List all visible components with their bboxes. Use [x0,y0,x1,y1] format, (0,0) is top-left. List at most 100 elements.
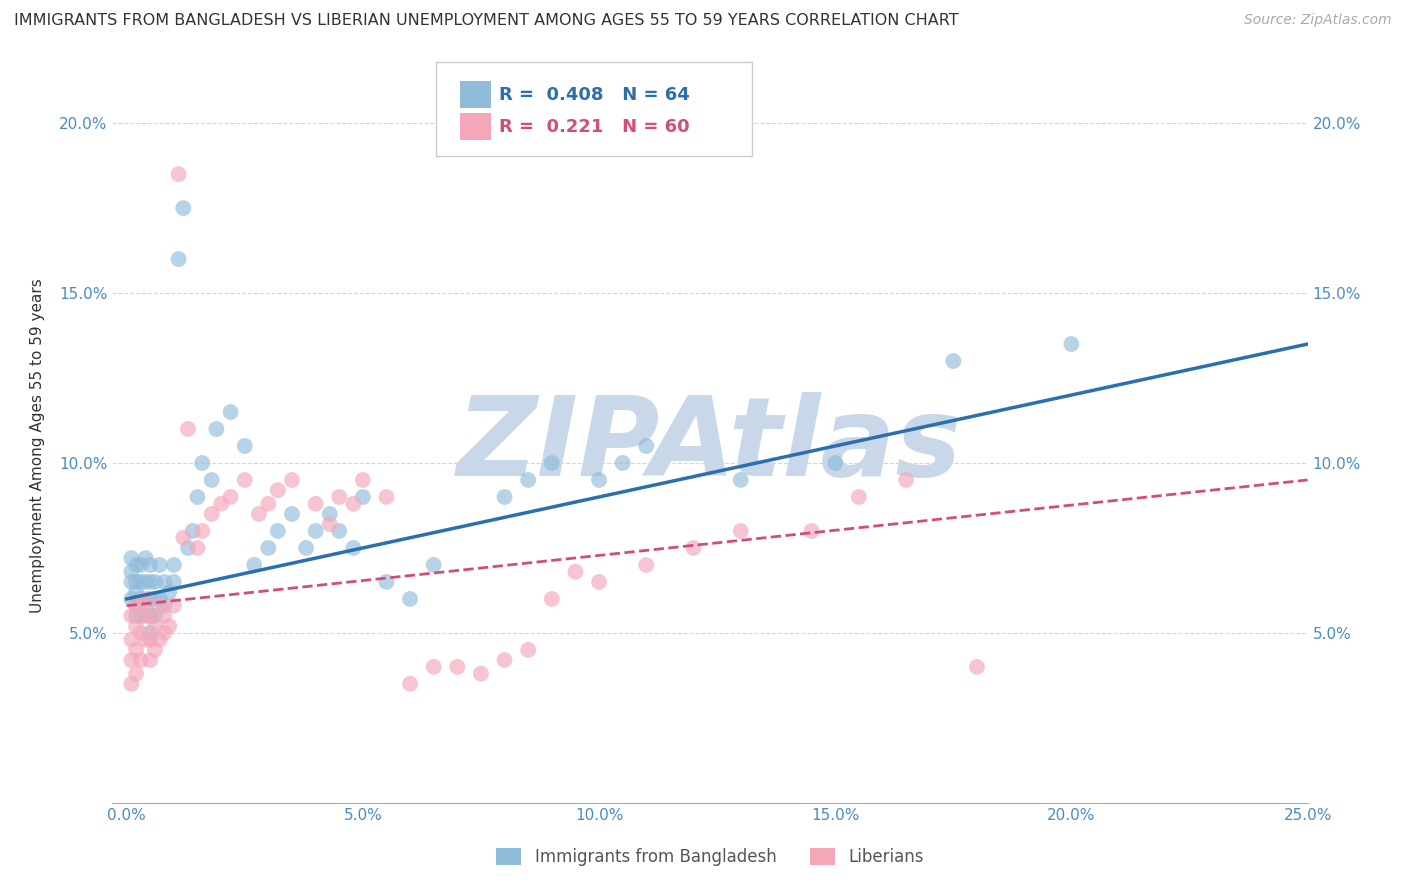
Point [205,422,228,436]
Point [848,490,870,504]
Point [120,565,142,579]
Point [636,439,658,453]
Point [375,490,398,504]
Point [143,591,166,606]
Point [172,531,194,545]
Point [682,541,704,555]
Point [143,619,166,633]
Point [267,524,290,538]
Point [399,677,422,691]
Point [129,599,152,613]
Point [120,653,142,667]
Point [267,483,290,498]
Point [219,490,242,504]
Point [120,608,142,623]
Point [167,167,190,181]
Point [730,473,752,487]
Point [135,551,157,566]
Point [281,473,304,487]
Point [135,608,157,623]
Text: ZIPAtlas: ZIPAtlas [457,392,963,500]
Point [494,653,516,667]
Point [588,473,610,487]
Point [612,456,634,470]
Point [125,599,148,613]
Point [139,608,162,623]
Point [157,619,180,633]
Point [120,632,142,647]
Point [125,619,148,633]
Point [125,585,148,599]
Point [201,507,224,521]
Point [139,626,162,640]
Point [1060,337,1083,351]
Point [120,551,142,566]
Point [135,632,157,647]
Point [319,507,342,521]
Point [295,541,318,555]
Point [125,643,148,657]
Point [139,574,162,589]
Y-axis label: Unemployment Among Ages 55 to 59 years: Unemployment Among Ages 55 to 59 years [31,278,45,614]
Point [157,585,180,599]
Point [135,599,157,613]
Point [153,599,176,613]
Point [129,574,152,589]
Point [139,653,162,667]
Text: R =  0.221   N = 60: R = 0.221 N = 60 [499,118,690,136]
Point [824,456,846,470]
Point [120,574,142,589]
Point [540,456,562,470]
Point [135,574,157,589]
Point [800,524,823,538]
Point [399,591,422,606]
Point [328,524,350,538]
Point [257,497,280,511]
Point [149,558,172,572]
Point [129,558,152,572]
Point [125,608,148,623]
Point [446,660,468,674]
Point [342,541,364,555]
Point [139,632,162,647]
Point [304,524,326,538]
Point [352,490,374,504]
Point [139,558,162,572]
Point [143,574,166,589]
Point [319,517,342,532]
Point [129,626,152,640]
Point [177,541,200,555]
Point [233,473,256,487]
Point [281,507,304,521]
Point [375,574,398,589]
Point [540,591,562,606]
Point [470,666,492,681]
Point [966,660,988,674]
Point [129,653,152,667]
Point [143,643,166,657]
Point [494,490,516,504]
Point [243,558,266,572]
Point [125,558,148,572]
Point [120,591,142,606]
Point [201,473,224,487]
Point [517,473,540,487]
Point [163,599,186,613]
Point [328,490,350,504]
Point [120,677,142,691]
Point [247,507,270,521]
Point [129,591,152,606]
Point [730,524,752,538]
Point [149,632,172,647]
Point [257,541,280,555]
Text: IMMIGRANTS FROM BANGLADESH VS LIBERIAN UNEMPLOYMENT AMONG AGES 55 TO 59 YEARS CO: IMMIGRANTS FROM BANGLADESH VS LIBERIAN U… [14,13,959,29]
Point [153,626,176,640]
Point [181,524,204,538]
Point [139,591,162,606]
Point [233,439,256,453]
Point [191,456,214,470]
Point [153,574,176,589]
Text: Source: ZipAtlas.com: Source: ZipAtlas.com [1244,13,1392,28]
Point [422,558,444,572]
Point [304,497,326,511]
